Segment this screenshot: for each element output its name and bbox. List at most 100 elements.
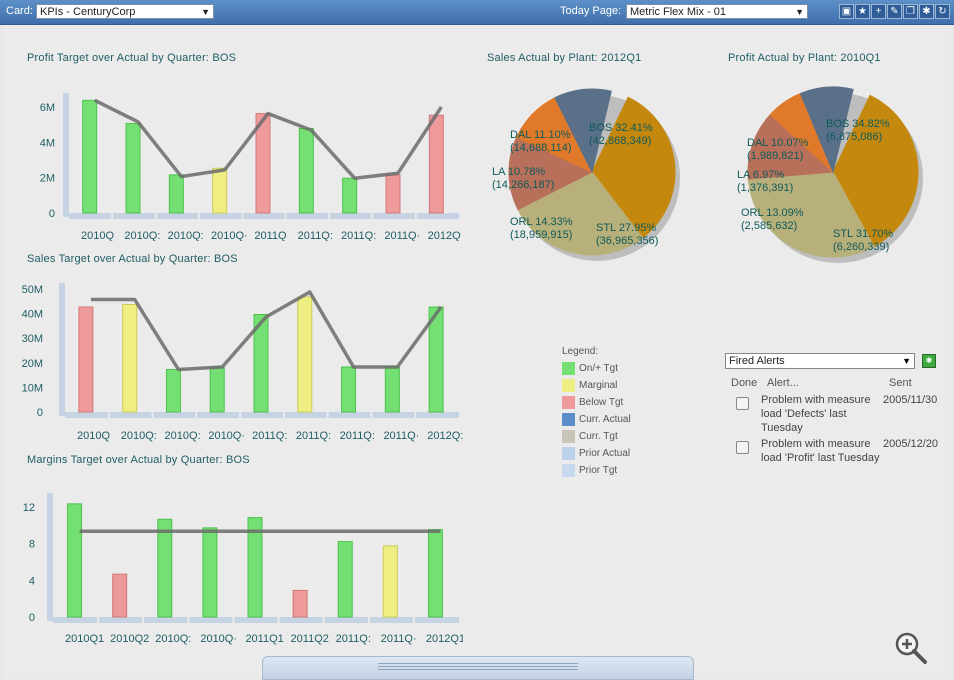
axis-gap — [232, 617, 235, 623]
zoom-in-icon[interactable] — [893, 630, 929, 666]
profit-chart-title: Profit Target over Actual by Quarter: BO… — [27, 52, 237, 64]
pie-slice — [554, 88, 612, 174]
bar — [168, 174, 184, 214]
sales-chart-panel: Sales Target over Actual by Quarter: BOS… — [3, 243, 463, 443]
alerts-col-alert[interactable]: Alert... — [767, 377, 799, 389]
alert-text[interactable]: Problem with measure load 'Profit' last … — [761, 438, 880, 464]
x-axis-base — [65, 412, 459, 418]
bar — [384, 366, 400, 413]
axis-gap — [111, 213, 114, 219]
y-tick-label: 6M — [40, 102, 55, 114]
pie-slice — [508, 136, 594, 211]
y-tick-label: 20M — [22, 358, 43, 370]
save-icon[interactable]: ▣ — [839, 4, 854, 19]
bar — [112, 573, 128, 618]
legend-item: Below Tgt — [562, 394, 631, 411]
legend-label: Marginal — [579, 380, 618, 391]
axis-gap — [239, 412, 242, 418]
pie-slice-value: (2,585,632) — [741, 220, 797, 232]
x-tick-label: 2010Q: — [168, 230, 204, 241]
x-axis-base — [53, 617, 459, 623]
bar — [125, 123, 141, 214]
alert-sent-date: 2005/11/30 — [883, 394, 938, 406]
pie-slice-label: ORL 14.33% — [510, 216, 573, 228]
profit-bar-chart: 6M 4M 2M 0 2010Q 2010Q: 2010Q: 2010Q· 2011Q 2011Q… — [40, 93, 461, 241]
toolbar-icons: ▣ ★ + ✎ ❐ ✱ ↻ — [839, 4, 950, 19]
alert-done-checkbox[interactable] — [736, 397, 749, 410]
pie-slice-label: DAL 11.10% — [510, 129, 571, 141]
axis-gap — [370, 412, 373, 418]
today-page-select[interactable]: Metric Flex Mix - 01 ▼ — [626, 4, 808, 19]
pie-slice-value: (42,868,349) — [589, 135, 651, 147]
card-select[interactable]: KPIs - CenturyCorp ▼ — [36, 4, 214, 19]
legend-item: Prior Actual — [562, 445, 631, 462]
edit-icon[interactable]: ✎ — [887, 4, 902, 19]
profit-chart-panel: Profit Target over Actual by Quarter: BO… — [3, 41, 463, 241]
bar — [427, 529, 443, 618]
alerts-panel: Fired Alerts ▼ ✱ Done Alert... Sent Probl… — [725, 353, 945, 467]
y-tick-label: 40M — [22, 309, 43, 321]
pie-slice-label: LA 6.97% — [737, 169, 784, 181]
x-tick-label: 2010Q: — [155, 633, 191, 645]
x-tick-label: 2012Q — [428, 230, 461, 241]
alerts-filter-select[interactable]: Fired Alerts ▼ — [725, 353, 915, 369]
bar — [382, 545, 398, 618]
x-tick-label: 2011Q: — [336, 633, 371, 645]
legend-swatch — [562, 379, 575, 392]
card-label: Card: — [6, 5, 33, 17]
pie-slice-label: ORL 13.09% — [741, 207, 804, 219]
y-tick-label: 10M — [22, 382, 43, 394]
x-tick-label: 2010Q2 — [110, 633, 149, 645]
x-tick-label: 2011Q: — [298, 230, 333, 241]
bar — [253, 314, 269, 413]
legend-swatch — [562, 447, 575, 460]
axis-gap — [142, 617, 145, 623]
x-tick-label: 2010Q: — [124, 230, 160, 241]
alert-text[interactable]: Problem with measure load 'Defects' last… — [761, 394, 871, 434]
x-tick-label: 2010Q1 — [65, 633, 104, 645]
favorite-icon[interactable]: ★ — [855, 4, 870, 19]
pie-slice-label: LA 10.78% — [492, 166, 545, 178]
axis-gap — [412, 617, 415, 623]
settings-icon[interactable]: ✱ — [919, 4, 934, 19]
target-line — [90, 290, 443, 372]
x-tick-label: 2011Q: — [341, 230, 376, 241]
new-alert-icon[interactable]: ✱ — [922, 354, 936, 368]
legend: Legend: On/+ Tgt Marginal Below Tgt Curr… — [562, 346, 631, 479]
margins-bar-chart: 12 8 4 0 2010Q1 2010Q2 2010Q: 2010Q· 2011Q1 2011Q… — [23, 493, 463, 645]
x-tick-label: 2011Q· — [384, 230, 420, 241]
axis-gap — [187, 617, 190, 623]
bar — [337, 541, 353, 618]
sales-pie-chart: BOS 32.41%(42,868,349) STL 27.95%(36,965,… — [492, 88, 680, 261]
legend-label: Prior Actual — [579, 448, 631, 459]
pie-slice-value: (1,376,391) — [737, 182, 793, 194]
axis-gap — [277, 617, 280, 623]
bar — [122, 304, 138, 413]
today-page-label: Today Page: — [560, 5, 622, 17]
alert-row: Problem with measure load 'Profit' last … — [725, 437, 945, 465]
target-line — [93, 98, 443, 180]
alerts-col-sent: Sent — [889, 377, 912, 389]
x-tick-label: 2011Q: — [340, 430, 375, 442]
legend-swatch — [562, 362, 575, 375]
axis-gap — [371, 213, 374, 219]
axis-gap — [107, 412, 110, 418]
bar — [247, 517, 263, 618]
refresh-icon[interactable]: ↻ — [935, 4, 950, 19]
y-axis-bar — [63, 93, 69, 217]
bar — [428, 306, 444, 413]
y-tick-label: 0 — [37, 407, 43, 419]
legend-item: Curr. Tgt — [562, 428, 631, 445]
x-tick-label: 2011Q2 — [291, 633, 329, 645]
add-icon[interactable]: + — [871, 4, 886, 19]
axis-gap — [322, 617, 325, 623]
copy-icon[interactable]: ❐ — [903, 4, 918, 19]
horizontal-scrollbar-handle[interactable] — [262, 656, 694, 680]
x-tick-label: 2011Q· — [381, 633, 417, 645]
alert-done-checkbox[interactable] — [736, 441, 749, 454]
legend-item: Curr. Actual — [562, 411, 631, 428]
pie-slice-value: (1,989,821) — [747, 150, 803, 162]
bar — [342, 177, 358, 214]
x-tick-label: 2011Q1 — [245, 633, 283, 645]
y-axis-bar — [59, 283, 65, 416]
